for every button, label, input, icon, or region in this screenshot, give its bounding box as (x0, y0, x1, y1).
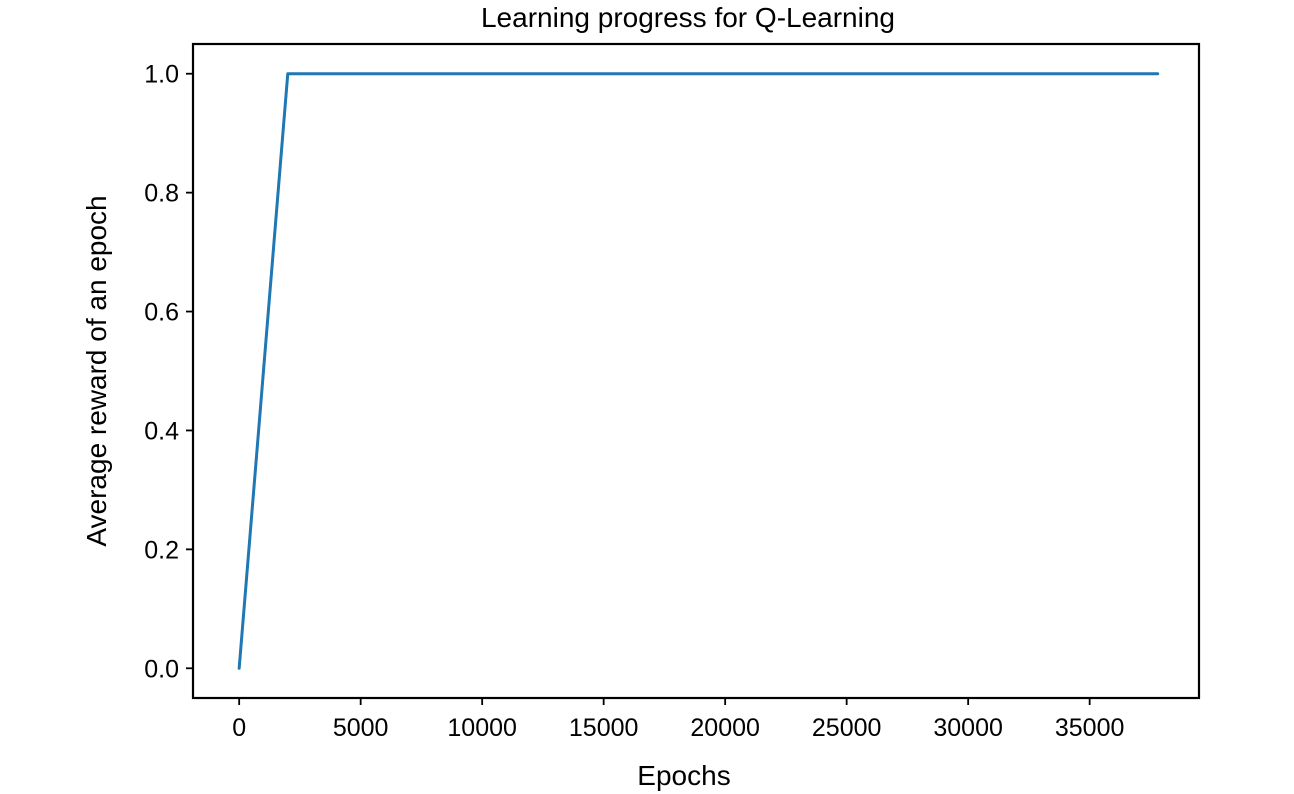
x-tick-label: 30000 (933, 714, 1003, 742)
x-tick-label: 10000 (447, 714, 517, 742)
y-tick-label: 0.0 (144, 655, 179, 683)
y-tick-label: 0.6 (144, 299, 179, 327)
x-tick-label: 0 (232, 714, 246, 742)
chart-title: Learning progress for Q-Learning (481, 2, 895, 33)
series-layer (237, 72, 1160, 670)
series-line (237, 72, 1160, 670)
y-axis-label: Average reward of an epoch (81, 195, 112, 546)
x-tick-label: 25000 (812, 714, 882, 742)
x-tick-label: 20000 (690, 714, 760, 742)
y-axis: 0.0 0.2 0.4 0.6 0.8 1.0 (144, 61, 193, 683)
x-axis: 0 5000 10000 15000 20000 25000 30000 35000 (232, 698, 1124, 742)
x-tick-label: 15000 (569, 714, 639, 742)
x-tick-label: 35000 (1055, 714, 1125, 742)
y-tick-label: 1.0 (144, 61, 179, 89)
y-tick-label: 0.8 (144, 180, 179, 208)
x-axis-label: Epochs (637, 760, 730, 791)
y-tick-label: 0.4 (144, 417, 179, 445)
plot-frame (191, 42, 1201, 700)
y-tick-label: 0.2 (144, 536, 179, 564)
x-tick-label: 5000 (333, 714, 389, 742)
